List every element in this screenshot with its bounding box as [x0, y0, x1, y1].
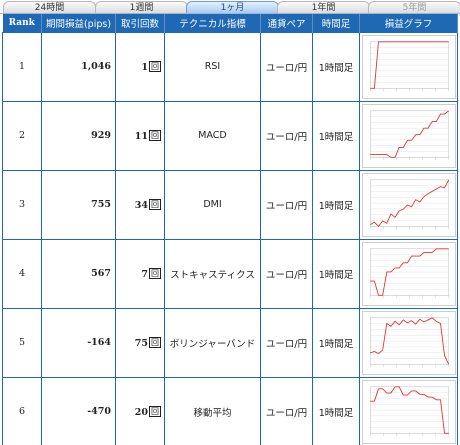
header-graph: 損益グラフ — [359, 14, 458, 32]
pair-cell: ユーロ/円 — [260, 169, 313, 240]
profit-graph[interactable] — [362, 241, 456, 306]
trades-count: 75 — [134, 337, 148, 349]
pips-cell: 1,046 — [41, 31, 116, 102]
rank-cell: 1 — [2, 31, 42, 102]
indicator-cell[interactable]: RSI — [164, 31, 261, 102]
table-row[interactable]: 1 1,046 1 回 RSI ユーロ/円 1時間足 — [2, 31, 458, 102]
tab-24h[interactable]: 24時間 — [3, 1, 96, 13]
timeframe-cell: 1時間足 — [312, 376, 360, 445]
rank-cell: 5 — [2, 307, 42, 378]
profit-line — [370, 247, 449, 296]
trades-count: 1 — [141, 61, 148, 73]
profit-line — [370, 385, 449, 434]
header-timeframe: 時間足 — [312, 14, 360, 32]
pair-cell: ユーロ/円 — [260, 307, 313, 378]
pair-cell: ユーロ/円 — [260, 100, 313, 171]
graph-cell[interactable] — [359, 169, 458, 240]
trades-unit: 回 — [149, 405, 161, 417]
profit-graph[interactable] — [362, 172, 456, 237]
trades-unit: 回 — [149, 129, 161, 141]
trades-cell: 11 回 — [115, 100, 165, 171]
trades-count: 20 — [134, 406, 148, 418]
indicator-cell[interactable]: ストキャスティクス — [164, 238, 261, 309]
graph-cell[interactable] — [359, 238, 458, 309]
pair-cell: ユーロ/円 — [260, 31, 313, 102]
header-indicator: テクニカル指標 — [164, 14, 261, 32]
timeframe-cell: 1時間足 — [312, 238, 360, 309]
graph-cell[interactable] — [359, 307, 458, 378]
pair-cell: ユーロ/円 — [260, 238, 313, 309]
profit-graph[interactable] — [362, 34, 456, 99]
pips-cell: -164 — [41, 307, 116, 378]
trades-unit: 回 — [149, 60, 161, 72]
trades-count: 34 — [134, 199, 148, 211]
indicator-cell[interactable]: ボリンジャーバンド — [164, 307, 261, 378]
timeframe-cell: 1時間足 — [312, 307, 360, 378]
pips-cell: -470 — [41, 376, 116, 445]
indicator-cell[interactable]: DMI — [164, 169, 261, 240]
trades-unit: 回 — [149, 336, 161, 348]
timeframe-cell: 1時間足 — [312, 169, 360, 240]
table-row[interactable]: 4 567 7 回ストキャスティクス ユーロ/円 1時間足 — [2, 238, 458, 309]
graph-cell[interactable] — [359, 100, 458, 171]
rank-cell: 2 — [2, 100, 42, 171]
timeframe-cell: 1時間足 — [312, 31, 360, 102]
header-pips: 期間損益(pips) — [41, 14, 116, 32]
pips-cell: 567 — [41, 238, 116, 309]
indicator-cell[interactable]: MACD — [164, 100, 261, 171]
trades-cell: 34 回 — [115, 169, 165, 240]
rank-cell: 4 — [2, 238, 42, 309]
header-pair: 通貨ペア — [260, 14, 313, 32]
tab-divider — [0, 13, 460, 14]
table-row[interactable]: 6 -470 20 回移動平均 ユーロ/円 1時間足 — [2, 376, 458, 445]
table-row[interactable]: 5 -164 75 回ボリンジャーバンド ユーロ/円 1時間足 — [2, 307, 458, 378]
trades-count: 11 — [134, 130, 148, 142]
tab-5years[interactable]: 5年間 — [368, 1, 460, 13]
trades-unit: 回 — [149, 198, 161, 210]
ranking-table: Rank 期間損益(pips) 取引回数 テクニカル指標 通貨ペア 時間足 損益… — [2, 14, 458, 445]
profit-graph[interactable] — [362, 310, 456, 375]
profit-graph[interactable] — [362, 103, 456, 168]
pair-cell: ユーロ/円 — [260, 376, 313, 445]
graph-cell[interactable] — [359, 31, 458, 102]
trades-count: 7 — [141, 268, 148, 280]
pips-cell: 755 — [41, 169, 116, 240]
tab-1year[interactable]: 1年間 — [277, 1, 370, 13]
profit-line — [370, 40, 449, 89]
table-header-row: Rank 期間損益(pips) 取引回数 テクニカル指標 通貨ペア 時間足 損益… — [2, 14, 458, 32]
period-tabs: 24時間 1週間 1ヶ月 1年間 5年間 — [0, 0, 460, 14]
profit-line — [370, 179, 450, 227]
tab-1month[interactable]: 1ヶ月 — [186, 1, 279, 13]
header-trades: 取引回数 — [115, 14, 165, 32]
indicator-cell[interactable]: 移動平均 — [164, 376, 261, 445]
pips-cell: 929 — [41, 100, 116, 171]
table-row[interactable]: 2 929 11 回 MACD ユーロ/円 1時間足 — [2, 100, 458, 171]
graph-cell[interactable] — [359, 376, 458, 445]
timeframe-cell: 1時間足 — [312, 100, 360, 171]
header-rank: Rank — [2, 14, 42, 32]
rank-cell: 3 — [2, 169, 42, 240]
trades-cell: 75 回 — [115, 307, 165, 378]
profit-line — [370, 316, 450, 365]
tab-1week[interactable]: 1週間 — [95, 1, 188, 13]
rank-cell: 6 — [2, 376, 42, 445]
table-row[interactable]: 3 755 34 回 DMI ユーロ/円 1時間足 — [2, 169, 458, 240]
trades-cell: 20 回 — [115, 376, 165, 445]
trades-unit: 回 — [149, 267, 161, 279]
profit-line — [370, 109, 449, 158]
profit-graph[interactable] — [362, 379, 456, 444]
